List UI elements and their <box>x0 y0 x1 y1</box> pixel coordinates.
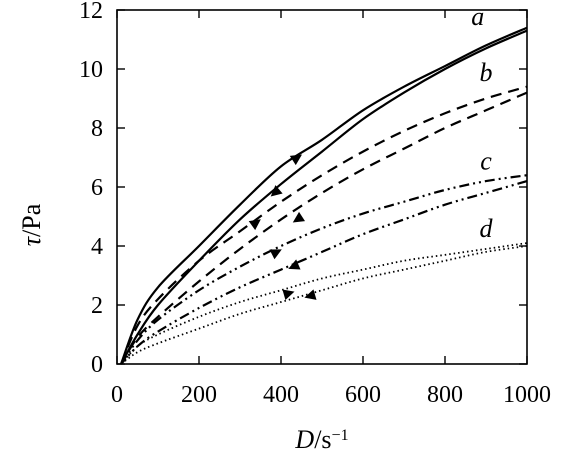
curve-label-a: a <box>471 2 484 31</box>
x-axis-title: D/s−1 <box>294 425 348 454</box>
arrow-a-up <box>289 154 303 166</box>
x-tick-label: 400 <box>263 382 299 408</box>
x-tick-label: 1000 <box>503 382 551 408</box>
arrow-a-down <box>270 185 283 197</box>
curve-label-b: b <box>480 58 493 87</box>
x-axis-unit: /s <box>314 425 331 454</box>
y-tick-label: 4 <box>91 234 103 260</box>
y-axis-unit: /Pa <box>17 203 46 237</box>
arrow-b-up <box>248 219 261 231</box>
arrow-b-down <box>292 211 306 223</box>
x-tick-label: 800 <box>427 382 463 408</box>
y-axis-symbol: τ <box>17 235 46 246</box>
y-tick-label: 6 <box>91 175 103 201</box>
series-a-up-curve <box>120 26 528 365</box>
series-a-down-curve <box>120 29 528 365</box>
x-tick-label: 0 <box>111 382 123 408</box>
arrow-d-down <box>304 289 317 300</box>
arrow-c-up <box>269 249 282 260</box>
y-tick-label: 12 <box>79 0 103 24</box>
series-c-up-curve <box>120 174 528 365</box>
arrow-c-down <box>288 259 301 270</box>
y-tick-label: 10 <box>79 57 103 83</box>
x-tick-label: 600 <box>345 382 381 408</box>
y-axis-title: τ/Pa <box>17 203 46 246</box>
x-tick-label: 200 <box>181 382 217 408</box>
arrow-d-up <box>282 289 295 301</box>
series-b-down-curve <box>120 91 528 365</box>
y-tick-label: 0 <box>91 352 103 378</box>
plot-frame <box>116 9 528 365</box>
series-b-up-curve <box>120 85 528 365</box>
y-tick-label: 2 <box>91 293 103 319</box>
x-axis-symbol: D <box>294 425 314 454</box>
curve-label-c: c <box>480 146 492 175</box>
x-axis-exponent: −1 <box>332 427 349 444</box>
y-tick-label: 8 <box>91 116 103 142</box>
series-d-up-curve <box>120 242 528 365</box>
curve-label-d: d <box>480 214 494 243</box>
series-c-down-curve <box>120 180 528 365</box>
